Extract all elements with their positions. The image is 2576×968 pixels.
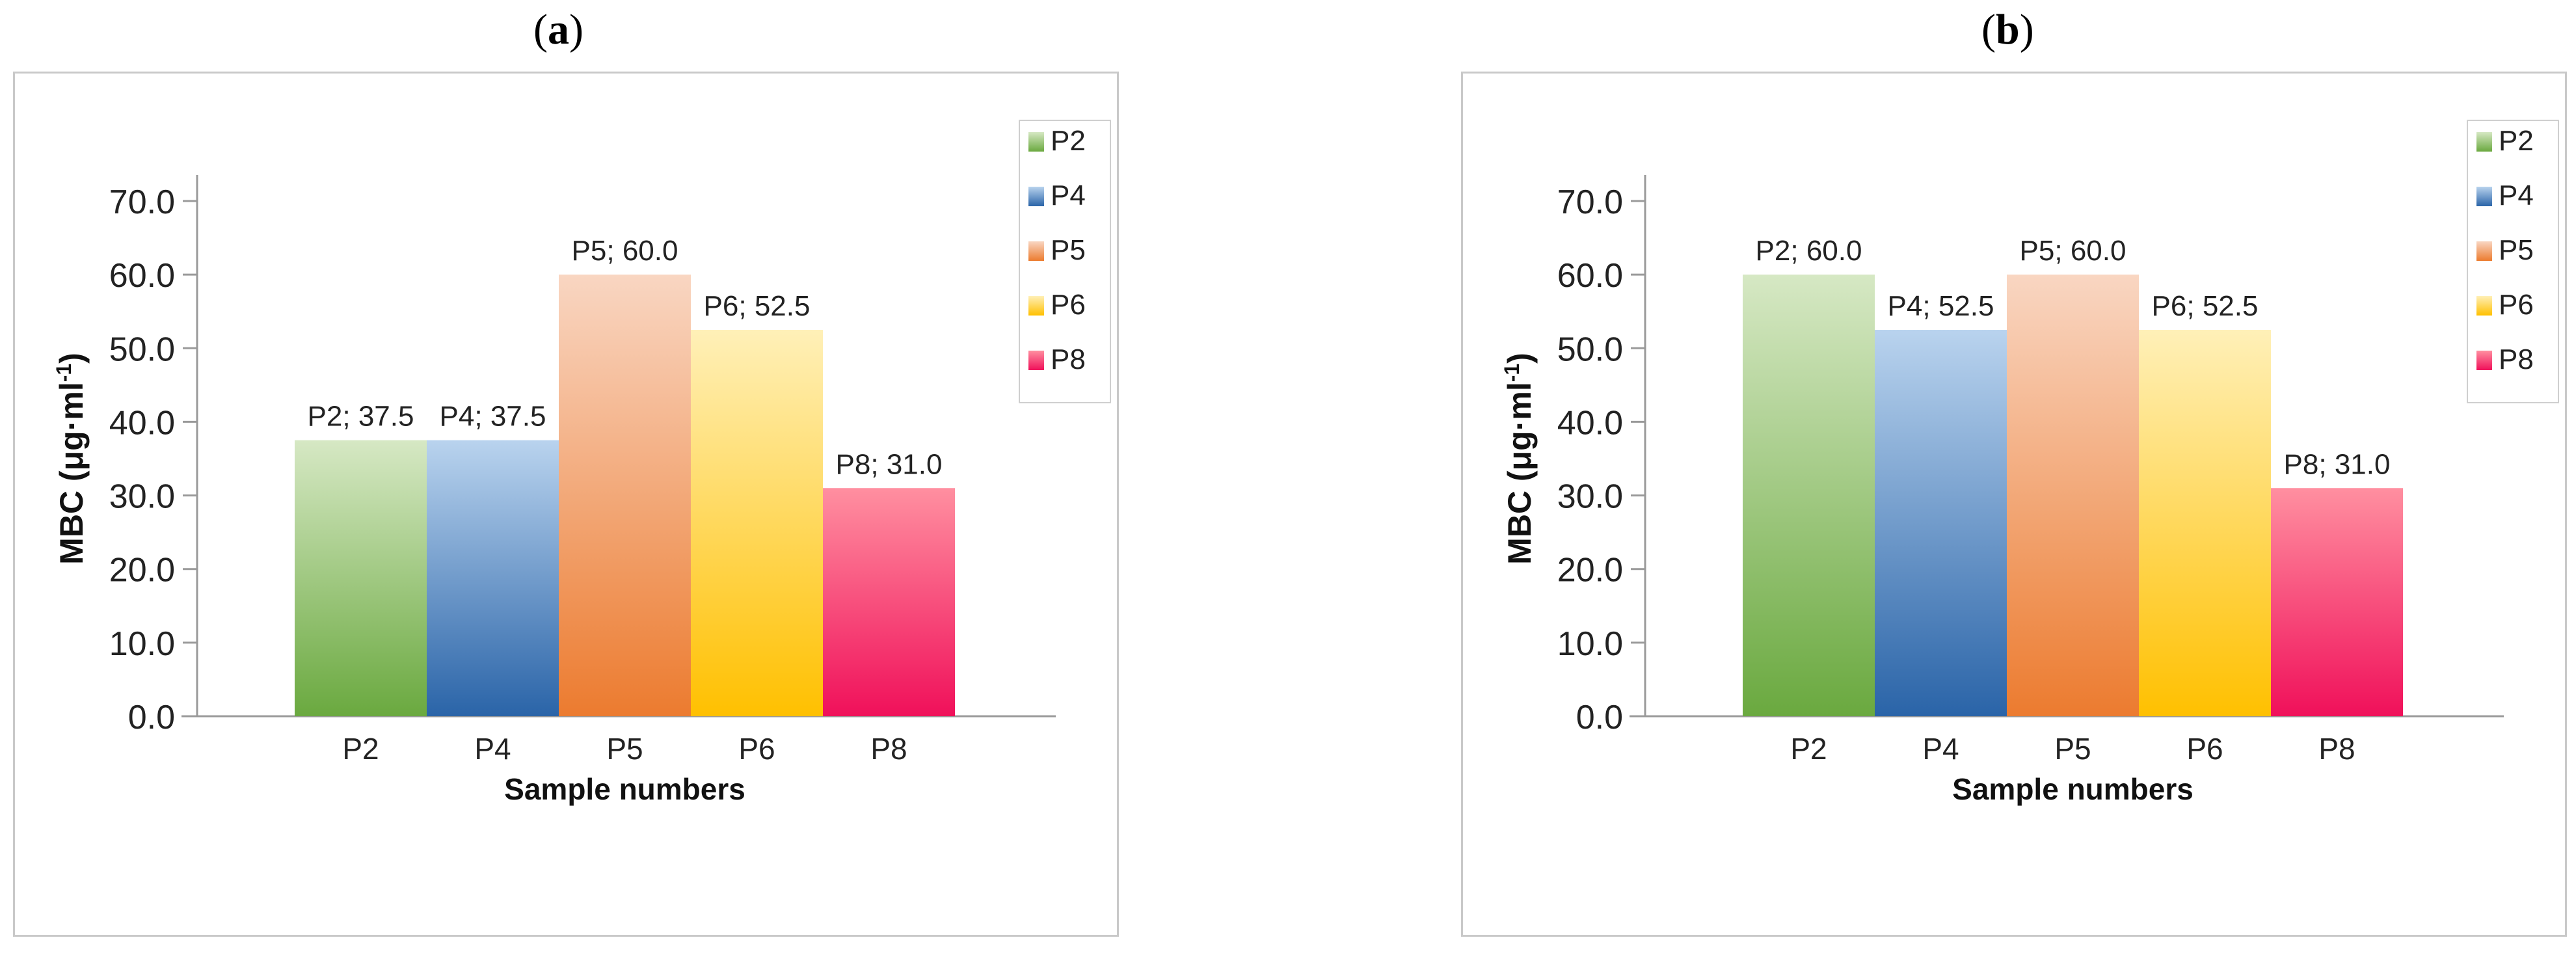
legend-swatch xyxy=(1028,132,1044,152)
x-tick-label: P5 xyxy=(606,732,643,766)
x-tick-label: P4 xyxy=(474,732,511,766)
y-tick-label: 50.0 xyxy=(1557,330,1623,368)
legend-swatch xyxy=(2476,241,2492,261)
legend-label: P4 xyxy=(2499,180,2534,211)
panel-label-a: (a) xyxy=(533,6,584,53)
y-tick-label: 20.0 xyxy=(109,552,175,589)
legend-swatch xyxy=(2476,296,2492,316)
y-tick-label: 10.0 xyxy=(109,625,175,663)
bar-p6 xyxy=(691,330,823,716)
x-tick-label: P6 xyxy=(738,732,775,766)
y-tick-label: 0.0 xyxy=(1576,699,1623,736)
y-tick-label: 40.0 xyxy=(1557,404,1623,442)
bar-chart-b: 0.0 10.0 20.0 30.0 40.0 50.0 60.0 70.0 P2; 60.0 P… xyxy=(1500,120,2559,806)
legend-swatch xyxy=(2476,132,2492,152)
bar-p2 xyxy=(1743,275,1875,717)
bar-p6 xyxy=(2139,330,2271,716)
legend-swatch xyxy=(1028,187,1044,206)
legend-label: P4 xyxy=(1051,180,1086,211)
y-axis-title: MBC (μg·ml-1) xyxy=(52,353,90,565)
y-tick-label: 60.0 xyxy=(109,257,175,295)
legend-swatch xyxy=(2476,351,2492,370)
y-tick-label: 50.0 xyxy=(109,330,175,368)
x-tick-label: P2 xyxy=(342,732,379,766)
legend-label: P5 xyxy=(2499,234,2534,266)
y-tick-label: 30.0 xyxy=(109,478,175,516)
data-label: P4; 37.5 xyxy=(440,401,546,433)
legend-swatch xyxy=(1028,351,1044,370)
x-axis-title: Sample numbers xyxy=(504,772,745,806)
data-label: P6; 52.5 xyxy=(2152,290,2259,322)
legend-label: P5 xyxy=(1051,234,1086,266)
x-tick-label: P8 xyxy=(870,732,907,766)
y-tick-label: 30.0 xyxy=(1557,478,1623,516)
data-label: P8; 31.0 xyxy=(2284,448,2391,480)
data-label: P8; 31.0 xyxy=(836,448,943,480)
data-label: P6; 52.5 xyxy=(704,290,811,322)
legend-label: P8 xyxy=(2499,343,2534,375)
y-axis-title: MBC (μg·ml-1) xyxy=(1500,353,1538,565)
legend-swatch xyxy=(1028,241,1044,261)
y-tick-label: 70.0 xyxy=(1557,183,1623,221)
data-label: P5; 60.0 xyxy=(2020,235,2127,267)
x-axis-title: Sample numbers xyxy=(1952,772,2194,806)
y-tick-label: 70.0 xyxy=(109,183,175,221)
bar-chart-a: 0.0 10.0 20.0 30.0 40.0 50.0 60.0 70.0 P2; 37.5 P… xyxy=(52,120,1111,806)
legend-label: P2 xyxy=(2499,125,2534,157)
data-label: P2; 60.0 xyxy=(1756,235,1862,267)
legend-swatch xyxy=(1028,296,1044,316)
legend-label: P2 xyxy=(1051,125,1086,157)
x-tick-label: P4 xyxy=(1922,732,1959,766)
bar-p8 xyxy=(823,488,955,716)
x-tick-label: P5 xyxy=(2054,732,2091,766)
data-label: P4; 52.5 xyxy=(1888,290,1994,322)
bar-p4 xyxy=(1875,330,2007,716)
y-tick-label: 10.0 xyxy=(1557,625,1623,663)
legend-box xyxy=(1019,120,1111,403)
panel-label-b: (b) xyxy=(1981,6,2034,53)
y-tick-label: 0.0 xyxy=(128,699,175,736)
x-tick-label: P2 xyxy=(1790,732,1827,766)
y-tick-label: 40.0 xyxy=(109,404,175,442)
chart-panel-a: 0.0 10.0 20.0 30.0 40.0 50.0 60.0 70.0 P2; 37.5 P… xyxy=(13,72,1119,937)
legend-label: P6 xyxy=(2499,289,2534,321)
x-tick-label: P8 xyxy=(2318,732,2355,766)
data-label: P5; 60.0 xyxy=(572,235,678,267)
y-tick-label: 60.0 xyxy=(1557,257,1623,295)
data-label: P2; 37.5 xyxy=(308,401,414,433)
bar-p2 xyxy=(295,440,427,716)
bar-p4 xyxy=(427,440,559,716)
bar-p8 xyxy=(2271,488,2403,716)
legend-label: P6 xyxy=(1051,289,1086,321)
chart-panel-b: 0.0 10.0 20.0 30.0 40.0 50.0 60.0 70.0 P2; 60.0 P… xyxy=(1461,72,2567,937)
legend-label: P8 xyxy=(1051,343,1086,375)
legend-swatch xyxy=(2476,187,2492,206)
bar-p5 xyxy=(2007,275,2139,717)
y-tick-label: 20.0 xyxy=(1557,552,1623,589)
bar-p5 xyxy=(559,275,691,717)
x-tick-label: P6 xyxy=(2186,732,2223,766)
